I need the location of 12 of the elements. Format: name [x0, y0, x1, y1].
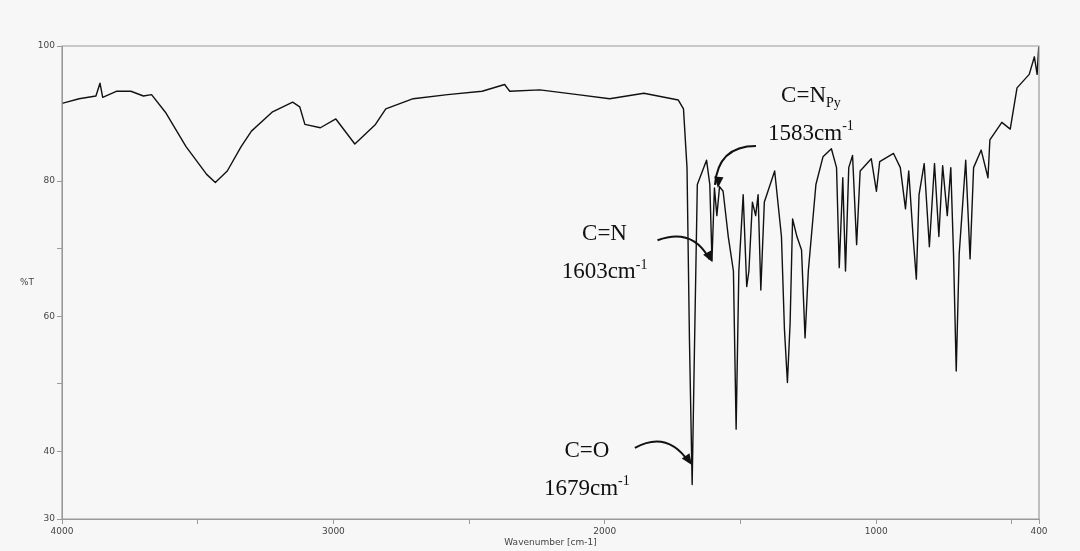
y-tick-label: 80 — [43, 175, 56, 186]
y-axis-title: %T — [19, 276, 35, 287]
y-tick-label: 40 — [43, 445, 56, 456]
x-tick-label: 3000 — [321, 525, 346, 536]
x-axis-title: Wavenumber [cm-1] — [504, 536, 597, 547]
y-tick-label: 30 — [43, 513, 56, 524]
y-tick-label: 100 — [37, 40, 56, 51]
y-tick-label: 60 — [43, 310, 56, 321]
x-tick-label: 2000 — [593, 525, 617, 536]
x-tick-label: 400 — [1030, 525, 1048, 536]
x-tick-label: 1000 — [864, 525, 888, 536]
x-tick-label: 4000 — [50, 525, 74, 536]
